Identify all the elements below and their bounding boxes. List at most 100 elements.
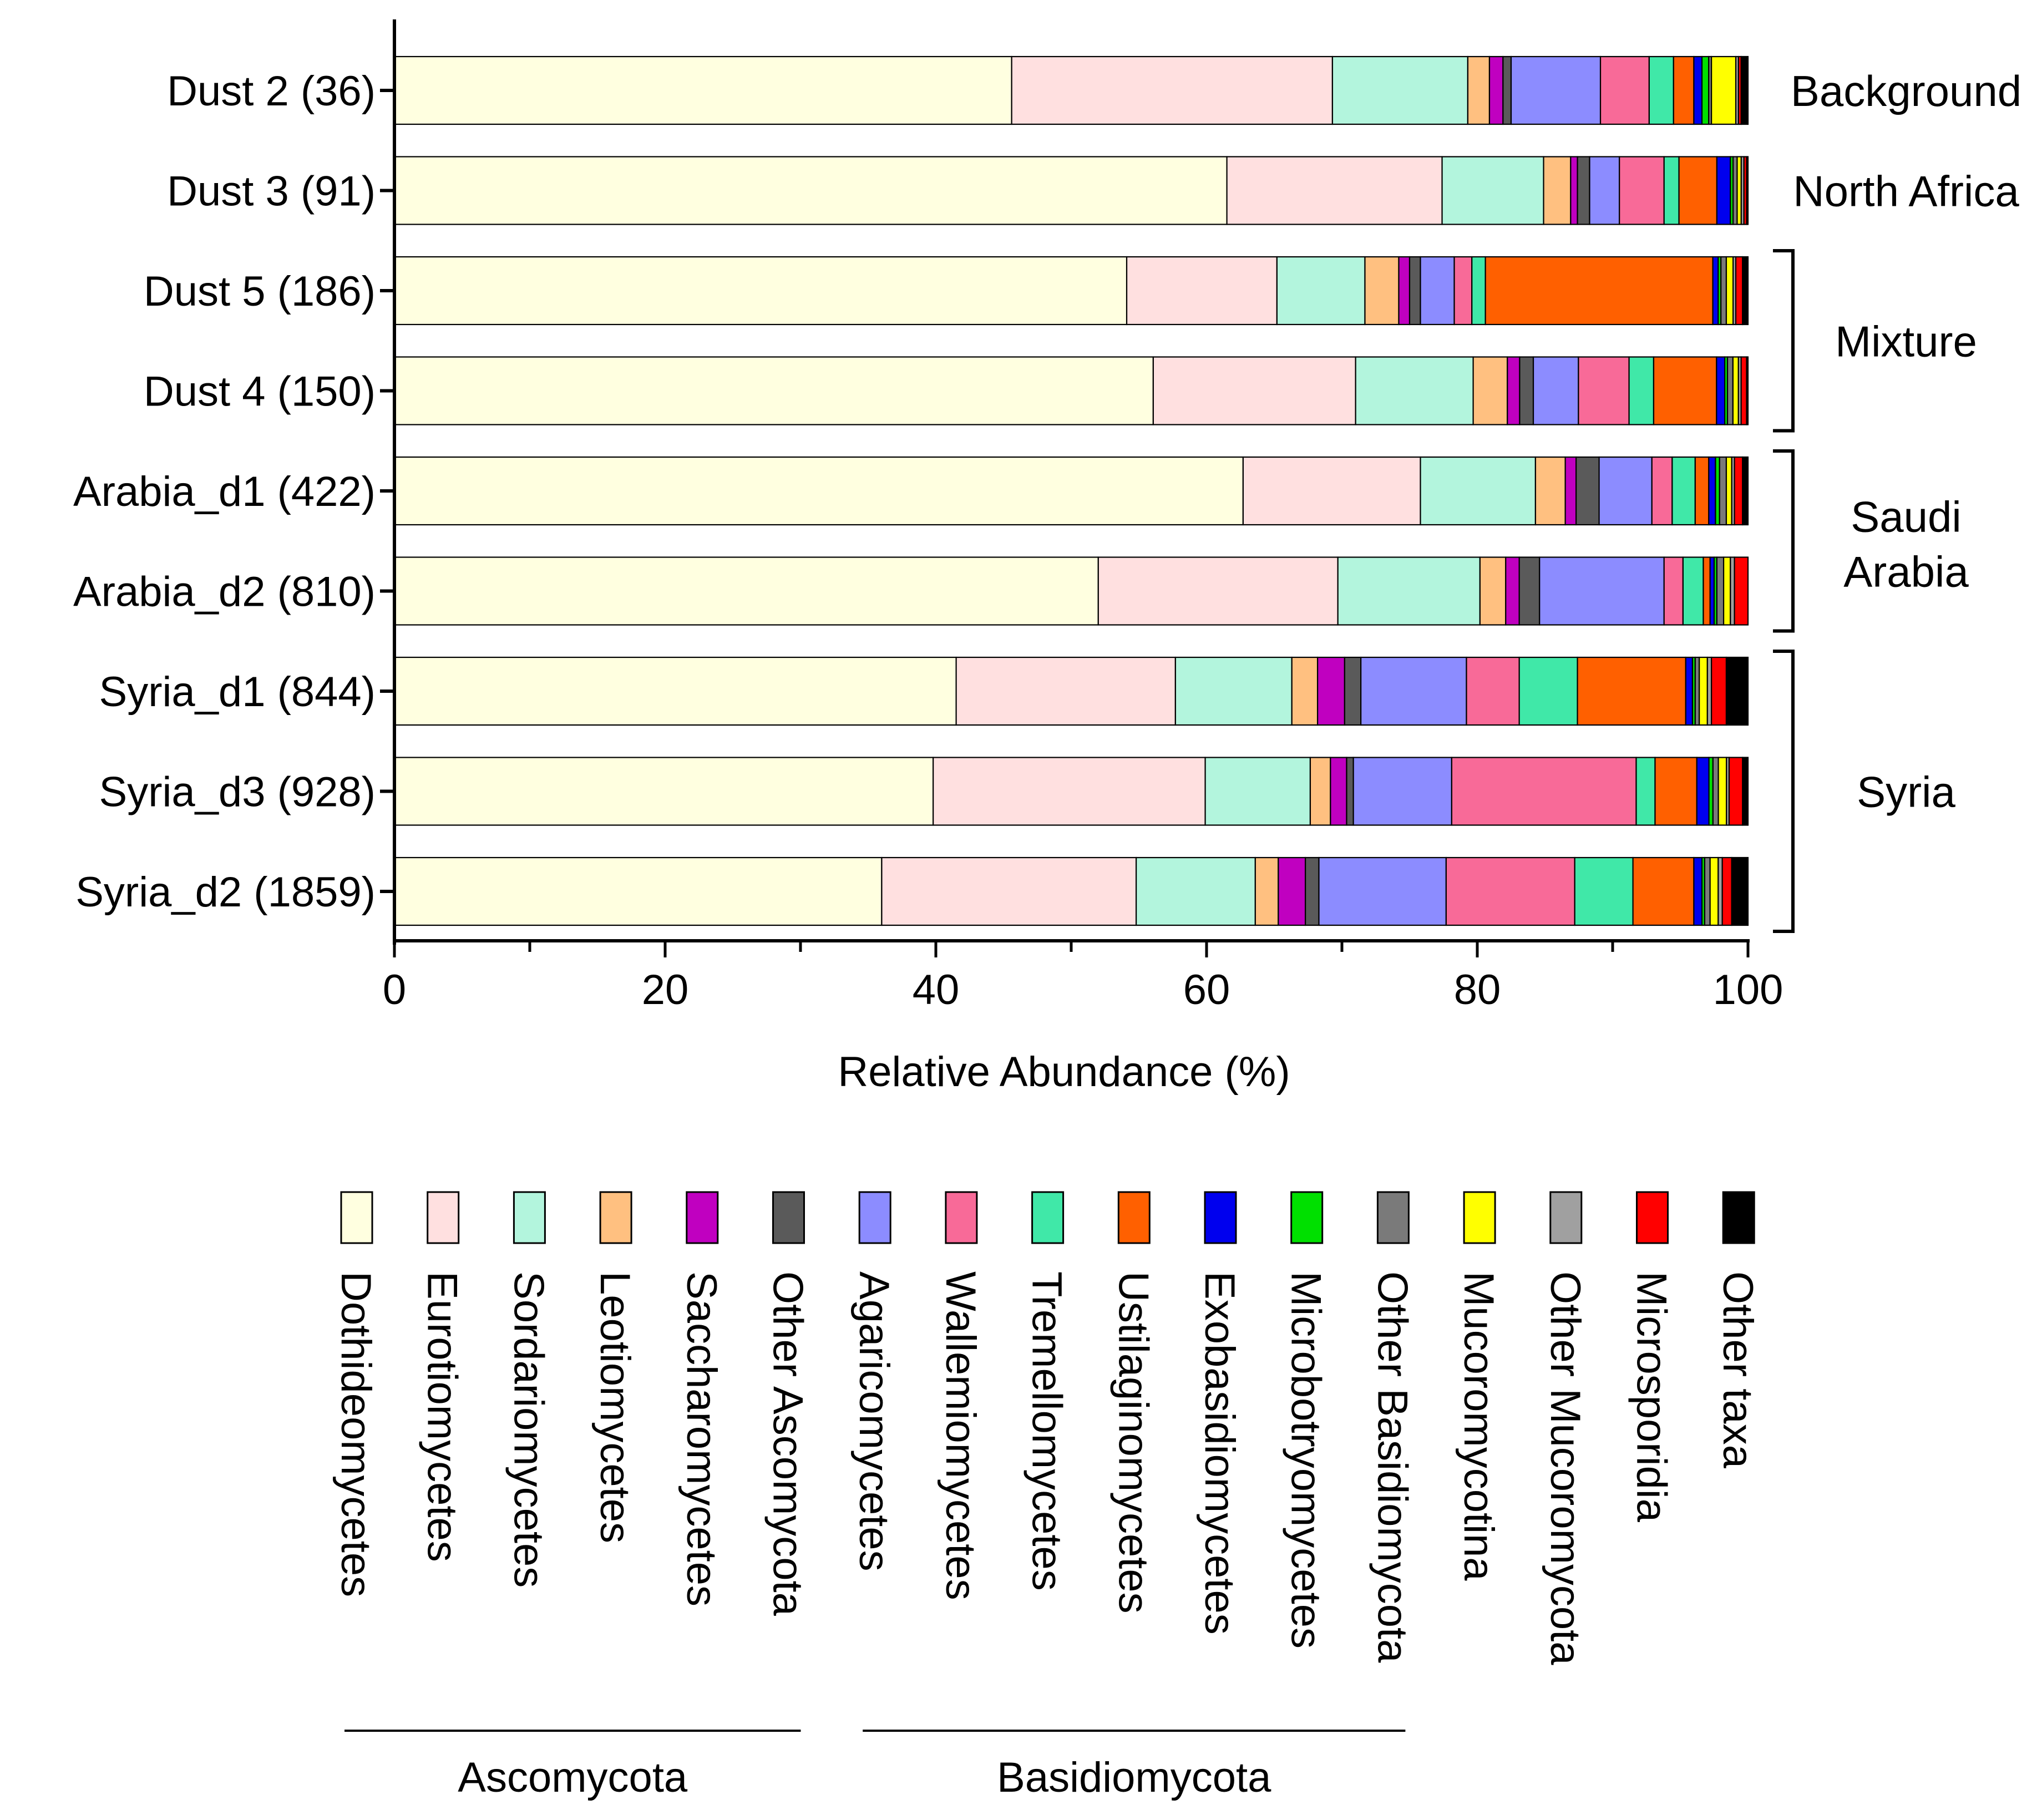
bar-segment-wallemiomycetes — [1619, 156, 1665, 225]
bar-segment-other-taxa — [1740, 55, 1749, 125]
bar-segment-microbotryomycetes — [1701, 55, 1710, 125]
bar-segment-exobasidiomycetes — [1708, 456, 1716, 526]
bar-segment-wallemiomycetes — [1453, 256, 1473, 326]
bar-segment-ustilaginomycetes — [1654, 757, 1698, 826]
bar-segment-wallemiomycetes — [1651, 456, 1673, 526]
y-axis: Dust 2 (36) Dust 3 (91) Dust 5 (186) Dust 4… — [73, 19, 396, 945]
group-annotations: Background North Africa Mixture Saudi Arabia… — [1773, 67, 2021, 933]
bar-segment-other-basidiomycota — [1704, 856, 1711, 926]
bar-segment-saccharomycetes — [1505, 556, 1520, 626]
bar-segment-tremellomycetes — [1648, 55, 1674, 125]
bar-segment-leotiomycetes — [1472, 356, 1508, 425]
bar-segment-wallemiomycetes — [1466, 656, 1520, 726]
bar-segment-microsporidia — [1740, 356, 1747, 425]
bar-segment-other-basidiomycota — [1720, 256, 1727, 326]
group-label: Mixture — [1835, 317, 1977, 366]
legend-swatch — [513, 1191, 546, 1244]
legend-swatch — [1376, 1191, 1410, 1244]
bar-segment-other-ascomycota — [1518, 556, 1541, 626]
bar-segment-eurotiomycetes — [1126, 256, 1278, 326]
bar-segment-sordariomycetes — [1174, 656, 1293, 726]
bar-segment-leotiomycetes — [1291, 656, 1319, 726]
bar-segment-saccharomycetes — [1570, 156, 1578, 225]
bar-segment-wallemiomycetes — [1599, 55, 1650, 125]
x-tick-label: 100 — [1713, 966, 1783, 1013]
bar-segment-microsporidia — [1734, 556, 1749, 626]
bar-segment-other-ascomycota — [1502, 55, 1512, 125]
legend-swatch — [686, 1191, 719, 1244]
legend-label: Other Basidiomycota — [1369, 1271, 1416, 1663]
bar-segment-dothideomycetes — [393, 556, 1099, 626]
bar-segment-exobasidiomycetes — [1685, 656, 1694, 726]
x-tick-label: 0 — [383, 966, 406, 1013]
legend: Dothideomycetes Eurotiomycetes Sordariomyc… — [332, 1191, 1761, 1801]
phylum-group-label: Ascomycota — [458, 1754, 688, 1801]
bar-segment-tremellomycetes — [1574, 856, 1634, 926]
bar-segment-tremellomycetes — [1635, 757, 1656, 826]
bar-segment-exobasidiomycetes — [1716, 156, 1731, 225]
bar-segment-other-ascomycota — [1346, 757, 1354, 826]
legend-label: Saccharomycetes — [678, 1271, 725, 1606]
legend-label: Microbotryomycetes — [1283, 1271, 1330, 1649]
bar-segment-saccharomycetes — [1316, 656, 1345, 726]
bar-segment-other-taxa — [1725, 656, 1749, 726]
bar-segment-eurotiomycetes — [933, 757, 1206, 826]
x-axis-label: Relative Abundance (%) — [838, 1048, 1290, 1096]
bar-segment-exobasidiomycetes — [1712, 256, 1719, 326]
bar-segment-other-taxa — [1746, 356, 1749, 425]
bar-segment-sordariomycetes — [1276, 256, 1366, 326]
bar-segment-agaricomycetes — [1360, 656, 1467, 726]
bar-segment-mucoromycotina — [1699, 656, 1708, 726]
bar-segment-mucoromycotina — [1722, 556, 1731, 626]
y-tick-label: Syria_d1 (844) — [99, 668, 376, 716]
bar-segment-other-ascomycota — [1577, 156, 1590, 225]
bar-segment-tremellomycetes — [1682, 556, 1704, 626]
bar-segment-other-basidiomycota — [1712, 757, 1719, 826]
bar-segment-ustilaginomycetes — [1678, 156, 1717, 225]
bar-segment-leotiomycetes — [1254, 856, 1279, 926]
legend-label: Wallemiomycetes — [937, 1271, 984, 1600]
bar-segment-agaricomycetes — [1539, 556, 1665, 626]
x-tick-label: 40 — [913, 966, 960, 1013]
bar-segment-tremellomycetes — [1663, 156, 1680, 225]
bar-segment-exobasidiomycetes — [1693, 55, 1703, 125]
y-tick-label: Dust 5 (186) — [144, 268, 376, 315]
bar-segment-agaricomycetes — [1532, 356, 1579, 425]
bar-segment-leotiomycetes — [1534, 456, 1566, 526]
legend-label: Mucoromycotina — [1455, 1271, 1502, 1581]
bar-segment-tremellomycetes — [1518, 656, 1578, 726]
legend-swatch — [599, 1191, 632, 1244]
group-bracket — [1773, 249, 1795, 433]
x-tick-label: 80 — [1454, 966, 1501, 1013]
y-tick-label: Arabia_d1 (422) — [73, 468, 376, 515]
bar-segment-saccharomycetes — [1488, 55, 1504, 125]
bar-segment-mucoromycotina — [1709, 856, 1719, 926]
bar-segment-other-taxa — [1742, 757, 1749, 826]
legend-label: Other Mucoromycota — [1542, 1271, 1589, 1665]
legend-swatch — [1290, 1191, 1324, 1244]
y-tick-label: Arabia_d2 (810) — [73, 569, 376, 616]
legend-label: Ustilaginomycetes — [1109, 1271, 1157, 1614]
bar-segment-microsporidia — [1728, 757, 1744, 826]
bar-segment-ustilaginomycetes — [1653, 356, 1717, 425]
legend-label: Microsporidia — [1628, 1271, 1675, 1523]
legend-swatch — [945, 1191, 978, 1244]
legend-swatch — [1031, 1191, 1065, 1244]
bar-segment-agaricomycetes — [1420, 256, 1455, 326]
bar-segment-other-basidiomycota — [1726, 356, 1734, 425]
bar-segment-eurotiomycetes — [1011, 55, 1334, 125]
bar-segment-saccharomycetes — [1564, 456, 1577, 526]
bar-segment-other-ascomycota — [1408, 256, 1421, 326]
bar-segment-wallemiomycetes — [1445, 856, 1575, 926]
bar-segment-wallemiomycetes — [1451, 757, 1637, 826]
legend-swatch — [1549, 1191, 1583, 1244]
bar-segment-agaricomycetes — [1510, 55, 1602, 125]
bar-segment-leotiomycetes — [1364, 256, 1400, 326]
legend-swatch — [772, 1191, 805, 1244]
bar-segment-ustilaginomycetes — [1702, 556, 1711, 626]
bar-segment-saccharomycetes — [1398, 256, 1411, 326]
bar-segment-mucoromycotina — [1717, 757, 1727, 826]
bar-segment-agaricomycetes — [1589, 156, 1620, 225]
bar-segment-dothideomycetes — [393, 55, 1012, 125]
bar-segment-dothideomycetes — [393, 856, 883, 926]
